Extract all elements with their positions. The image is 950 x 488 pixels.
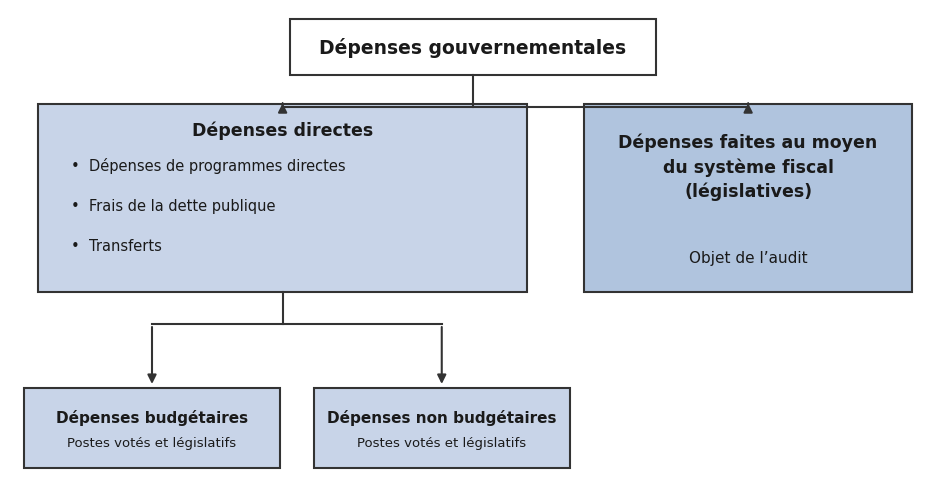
Text: Objet de l’audit: Objet de l’audit xyxy=(689,250,808,265)
Text: Dépenses directes: Dépenses directes xyxy=(192,121,373,140)
Text: Dépenses budgétaires: Dépenses budgétaires xyxy=(56,409,248,426)
FancyBboxPatch shape xyxy=(24,388,280,468)
FancyBboxPatch shape xyxy=(290,20,656,76)
Text: Dépenses non budgétaires: Dépenses non budgétaires xyxy=(327,409,557,426)
Text: Dépenses gouvernementales: Dépenses gouvernementales xyxy=(319,38,626,58)
FancyBboxPatch shape xyxy=(314,388,570,468)
FancyBboxPatch shape xyxy=(584,105,912,293)
Text: •  Transferts: • Transferts xyxy=(71,239,162,253)
FancyBboxPatch shape xyxy=(38,105,527,293)
Text: •  Frais de la dette publique: • Frais de la dette publique xyxy=(71,199,276,213)
Text: Postes votés et législatifs: Postes votés et législatifs xyxy=(67,436,237,449)
Text: •  Dépenses de programmes directes: • Dépenses de programmes directes xyxy=(71,158,346,174)
Text: Dépenses faites au moyen
du système fiscal
(législatives): Dépenses faites au moyen du système fisc… xyxy=(618,134,878,201)
Text: Postes votés et législatifs: Postes votés et législatifs xyxy=(357,436,526,449)
